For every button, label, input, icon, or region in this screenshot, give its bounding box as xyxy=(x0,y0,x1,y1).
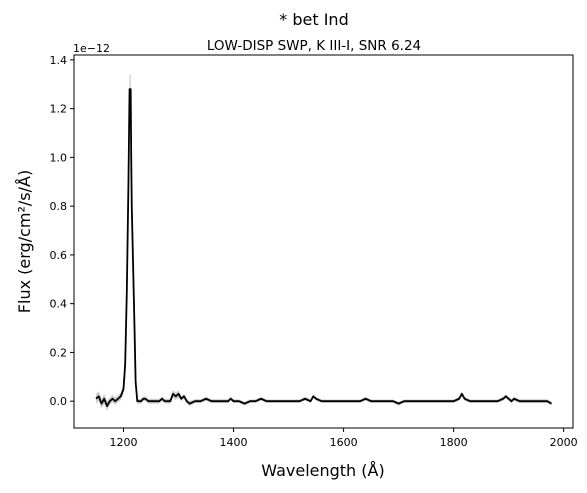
y-tick-label: 1.0 xyxy=(50,151,68,164)
flux-line xyxy=(95,88,552,407)
x-tick-label: 1800 xyxy=(440,436,468,449)
y-tick-label: 0.0 xyxy=(50,395,68,408)
y-tick-label: 1.2 xyxy=(50,103,68,116)
plot-area xyxy=(95,74,552,411)
x-tick-label: 1600 xyxy=(330,436,358,449)
y-tick-label: 0.2 xyxy=(50,346,68,359)
chart-subtitle: LOW-DISP SWP, K III-I, SNR 6.24 xyxy=(207,38,421,54)
y-tick-label: 0.8 xyxy=(50,200,68,213)
y-offset-label: 1e−12 xyxy=(73,42,110,55)
axes-frame xyxy=(73,54,574,429)
y-tick-label: 0.4 xyxy=(50,298,68,311)
y-tick-label: 1.4 xyxy=(50,54,68,67)
x-axis-ticks: 1200 1400 1600 1800 2000 xyxy=(110,428,578,449)
x-tick-label: 2000 xyxy=(550,436,578,449)
chart-title: * bet Ind xyxy=(279,10,348,29)
x-tick-label: 1400 xyxy=(220,436,248,449)
y-tick-label: 0.6 xyxy=(50,249,68,262)
y-axis-label: Flux (erg/cm²/s/Å) xyxy=(15,170,34,313)
y-axis-ticks: 0.0 0.2 0.4 0.6 0.8 1.0 1.2 1.4 xyxy=(50,54,74,408)
x-tick-label: 1200 xyxy=(110,436,138,449)
x-axis-label: Wavelength (Å) xyxy=(261,461,384,480)
